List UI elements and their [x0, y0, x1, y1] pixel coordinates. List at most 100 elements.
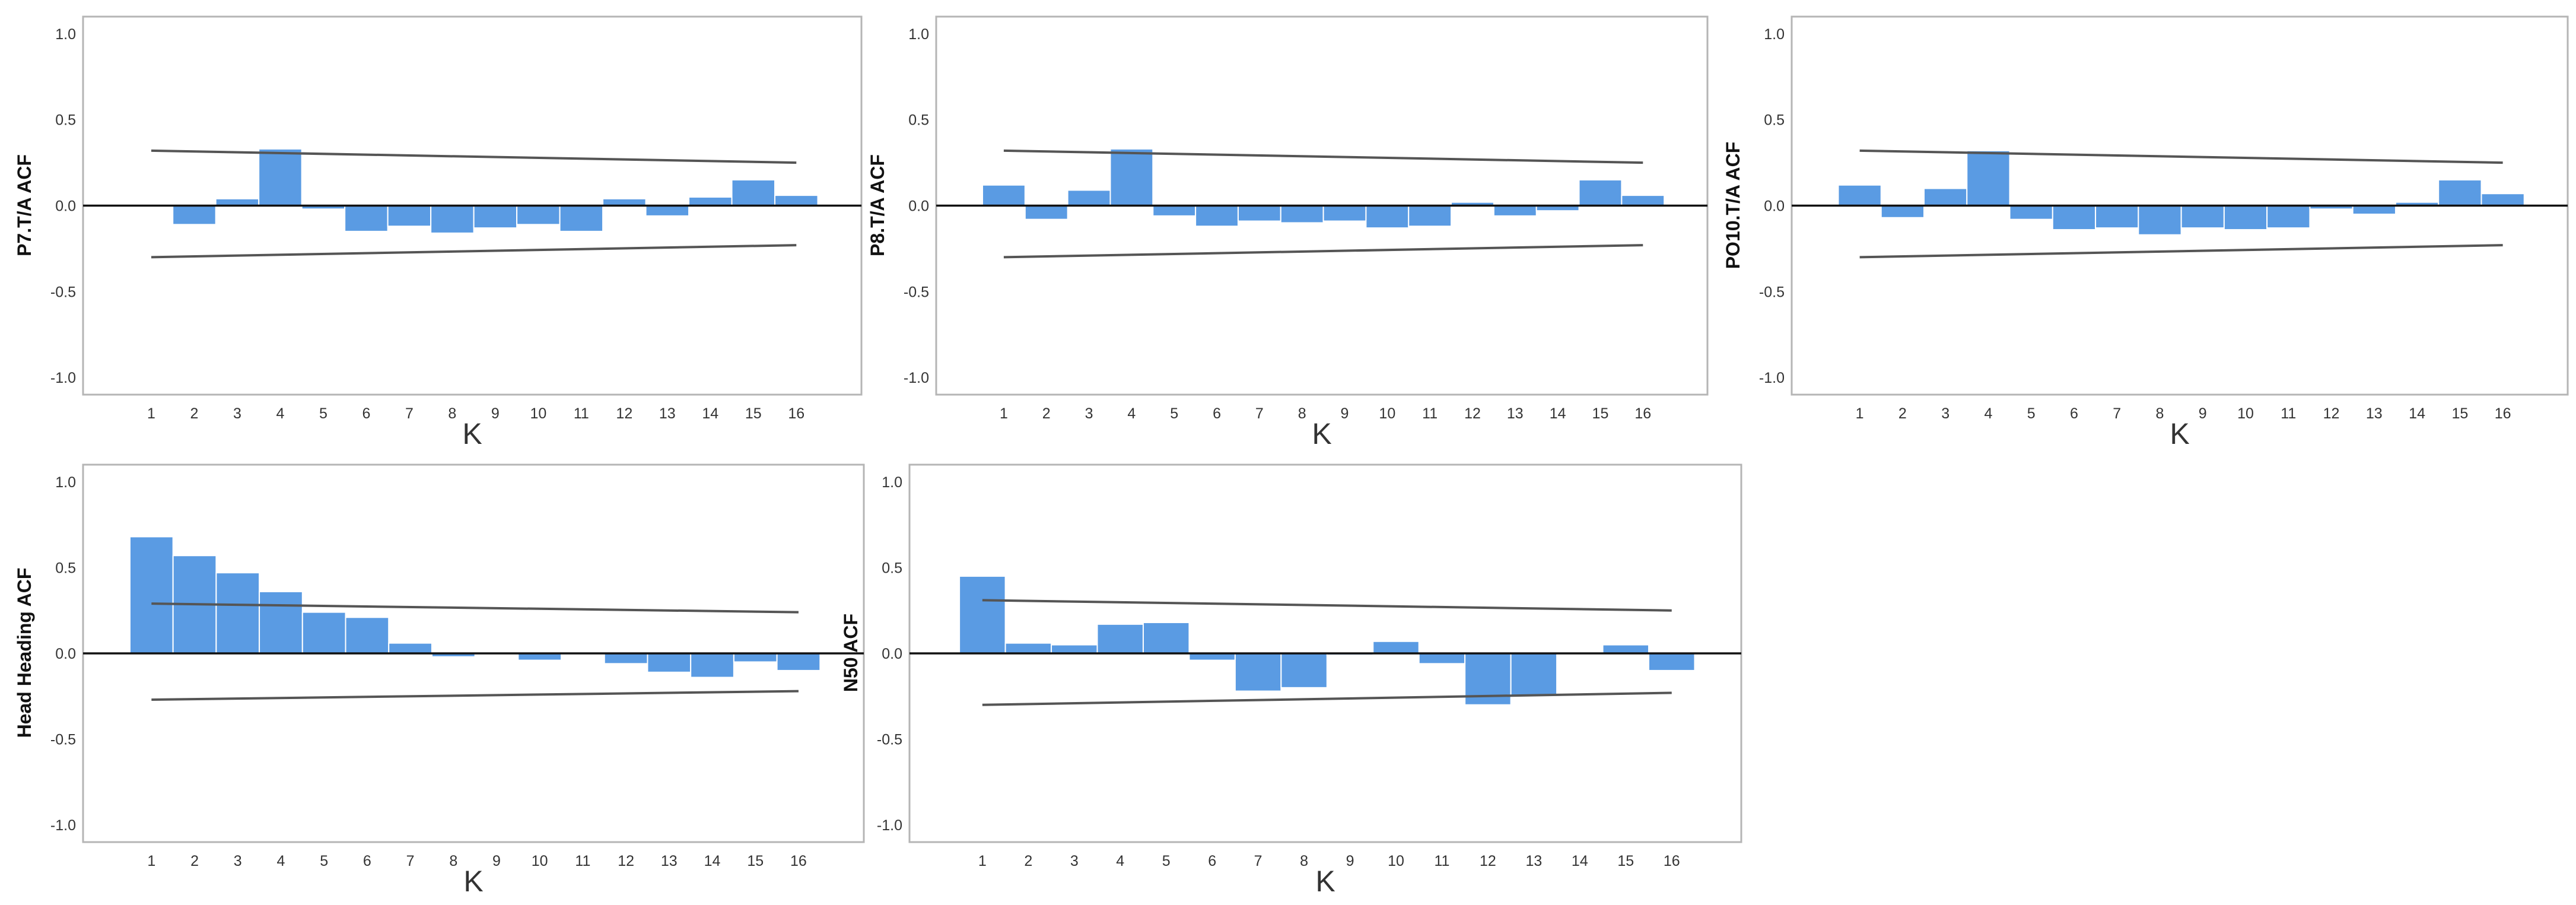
x-tick-label: 14 [2409, 405, 2425, 422]
y-tick-label: 1.0 [908, 26, 929, 43]
x-tick-label: 7 [1254, 853, 1262, 869]
acf-bar-lag-7 [1234, 653, 1282, 692]
x-tick-label: 16 [788, 405, 804, 422]
x-tick-label: 10 [1388, 853, 1404, 869]
x-tick-label: 6 [363, 853, 371, 869]
y-tick-label: 1.0 [55, 26, 76, 43]
x-tick-label: 13 [661, 853, 678, 869]
acf-panel-3: 1.00.50.0-0.5-1.01 2 3 4 5 6 7 8 9 10 11 12 13 14 15 16… [1722, 15, 2569, 450]
y-tick-label: -0.5 [1759, 284, 1785, 300]
y-tick-label: 1.0 [1764, 26, 1785, 43]
acf-bar-lag-7 [387, 205, 432, 227]
x-tick-label: 15 [1617, 853, 1634, 869]
upper-confidence-limit [151, 149, 797, 164]
y-tick-label: 0.5 [1764, 112, 1785, 129]
x-tick-label: 11 [574, 405, 589, 422]
x-tick-label: 1 [147, 405, 155, 422]
x-axis-label: K [462, 417, 482, 450]
x-axis-label: K [1312, 417, 1331, 450]
acf-bar-lag-7 [388, 642, 432, 654]
acf-bar-lag-2 [172, 205, 217, 226]
x-tick-label: 10 [530, 405, 546, 422]
x-tick-label: 1 [1856, 405, 1864, 422]
acf-bar-lag-3 [215, 572, 260, 654]
x-tick-label: 5 [1162, 853, 1171, 869]
x-tick-label: 11 [575, 853, 590, 869]
x-tick-label: 3 [234, 853, 242, 869]
x-tick-label: 14 [702, 405, 718, 422]
acf-bar-lag-7 [2095, 205, 2139, 229]
acf-bar-lag-13 [645, 205, 690, 217]
x-tick-label: 11 [1434, 853, 1449, 869]
x-axis-label: K [2170, 417, 2189, 450]
x-tick-label: 1 [978, 853, 987, 869]
y-tick-label: 0.0 [908, 198, 929, 215]
x-tick-label: 13 [2366, 405, 2383, 422]
acf-bar-lag-15 [2438, 179, 2482, 207]
acf-bar-lag-2 [1004, 642, 1052, 654]
x-tick-label: 12 [2323, 405, 2340, 422]
acf-bar-lag-15 [1602, 644, 1650, 654]
lower-confidence-limit [1003, 244, 1643, 259]
y-axis-label: PO10.T/A ACF [1722, 142, 1744, 269]
acf-bar-lag-5 [2009, 205, 2053, 220]
y-tick-label: -0.5 [877, 732, 902, 748]
x-tick-label: 3 [1085, 405, 1093, 422]
acf-bar-lag-16 [2480, 193, 2525, 207]
acf-bar-lag-14 [688, 196, 733, 207]
y-tick-label: 1.0 [882, 474, 902, 491]
acf-bar-lag-2 [1024, 205, 1068, 220]
x-tick-label: 7 [2113, 405, 2121, 422]
x-tick-label: 1 [147, 853, 155, 869]
lower-confidence-limit [151, 244, 797, 259]
x-tick-label: 3 [233, 405, 241, 422]
y-tick-label: -0.5 [50, 732, 76, 748]
y-tick-label: 0.5 [55, 112, 76, 129]
upper-confidence-limit [1003, 149, 1643, 164]
x-tick-label: 6 [362, 405, 370, 422]
y-tick-label: 0.0 [882, 646, 902, 662]
acf-panel-4: 1.00.50.0-0.5-1.01 2 3 4 5 6 7 8 9 10 11 12 13 14 15 16… [14, 463, 865, 898]
x-tick-label: 7 [405, 405, 414, 422]
x-tick-label: 13 [1525, 853, 1542, 869]
x-tick-label: 7 [406, 853, 415, 869]
y-tick-label: 0.0 [1764, 198, 1785, 215]
y-tick-label: 0.0 [55, 198, 76, 215]
x-tick-label: 13 [1507, 405, 1524, 422]
acf-bar-lag-1 [982, 184, 1026, 207]
x-tick-label: 16 [1634, 405, 1651, 422]
acf-bar-lag-7 [1237, 205, 1281, 222]
x-tick-label: 16 [2495, 405, 2511, 422]
acf-bar-lag-13 [647, 653, 692, 673]
x-tick-label: 14 [704, 853, 721, 869]
acf-bar-lag-5 [1152, 205, 1197, 217]
y-tick-label: -1.0 [50, 370, 76, 386]
acf-bar-lag-10 [1365, 205, 1410, 229]
y-axis-label: P8.T/A ACF [867, 154, 888, 256]
acf-bar-lag-8 [2138, 205, 2182, 236]
x-tick-label: 15 [747, 853, 764, 869]
x-tick-label: 2 [1042, 405, 1051, 422]
x-tick-label: 12 [616, 405, 632, 422]
acf-bar-lag-9 [473, 205, 518, 229]
acf-bar-lag-11 [1408, 205, 1452, 227]
y-tick-label: -1.0 [50, 817, 76, 834]
x-tick-label: 2 [1024, 853, 1032, 869]
acf-bar-lag-3 [1067, 189, 1111, 207]
acf-bar-lag-1 [1837, 184, 1882, 207]
acf-bar-lag-9 [1322, 205, 1367, 222]
acf-bar-lag-5 [301, 611, 346, 654]
acf-bar-lag-1 [129, 536, 174, 654]
x-tick-label: 8 [449, 853, 457, 869]
upper-confidence-limit [151, 602, 799, 614]
acf-bar-lag-13 [1510, 653, 1558, 697]
acf-bar-lag-11 [559, 205, 604, 232]
x-tick-label: 14 [1572, 853, 1588, 869]
acf-bar-lag-16 [774, 195, 819, 207]
acf-bar-lag-11 [2266, 205, 2311, 229]
acf-bar-lag-8 [1280, 205, 1324, 224]
y-axis-label: Head Heading ACF [14, 568, 35, 738]
x-tick-label: 2 [1898, 405, 1907, 422]
x-tick-label: 4 [276, 405, 284, 422]
